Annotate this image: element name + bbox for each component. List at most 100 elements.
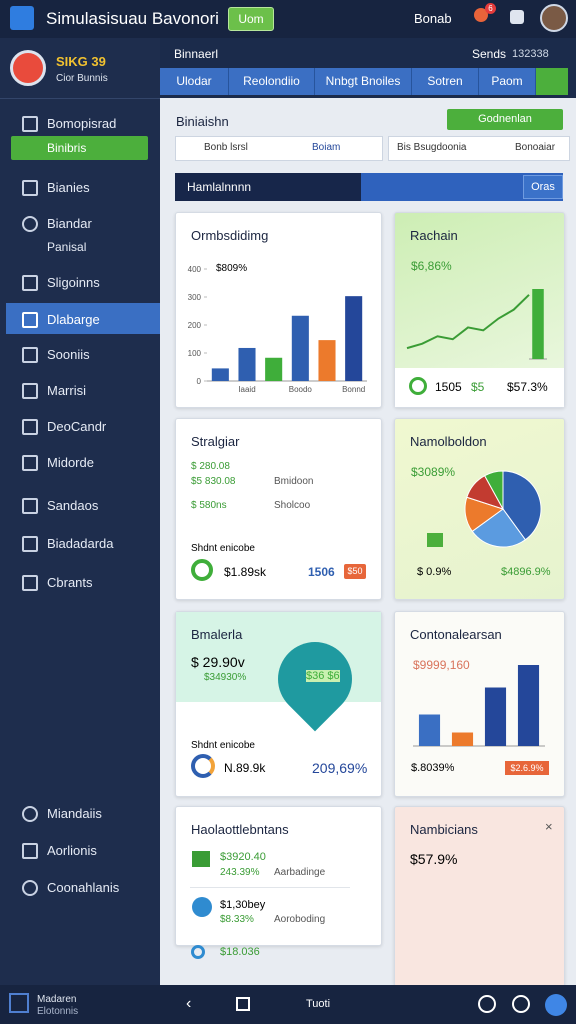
badge: $2.6.9% bbox=[505, 761, 549, 775]
topbar-title: Binnaerl bbox=[174, 47, 219, 61]
input-label: Bonb lsrsl bbox=[204, 142, 248, 153]
nav-item[interactable]: Sooniis bbox=[47, 347, 90, 362]
nav-item[interactable]: Midorde bbox=[47, 455, 94, 470]
bar-chart bbox=[413, 665, 545, 747]
card-title: Nambicians bbox=[410, 822, 478, 837]
avatar[interactable] bbox=[540, 4, 568, 32]
card-label: $6,86% bbox=[411, 259, 452, 273]
nav-item[interactable]: Biadadarda bbox=[47, 536, 114, 551]
card-label: $34930% bbox=[204, 672, 247, 683]
bar bbox=[211, 368, 229, 381]
user-name: Bonab bbox=[414, 11, 452, 26]
tab[interactable]: Nnbgt Bnoiles bbox=[315, 68, 412, 95]
row-name: Aarbadinge bbox=[274, 867, 326, 878]
divider bbox=[0, 98, 160, 99]
card-value: $1.89sk bbox=[224, 565, 267, 579]
row-name: Aoroboding bbox=[274, 914, 326, 925]
input-label: Bis Bsugdoonia bbox=[397, 142, 467, 153]
card: Rachain $6,86% 1505 $5 $57.3% bbox=[394, 212, 565, 408]
tab[interactable]: Reolondiio bbox=[229, 68, 315, 95]
x-tick-label: Bonnd bbox=[342, 385, 365, 394]
y-tick-label: 200 bbox=[188, 321, 202, 330]
card-subtitle: Shdnt enicobe bbox=[191, 740, 255, 751]
line-chart bbox=[406, 294, 530, 350]
footer-icon[interactable] bbox=[512, 995, 530, 1013]
list-item: Bmidoon bbox=[274, 476, 314, 487]
nav-subitem[interactable]: Panisal bbox=[47, 240, 87, 254]
ring-icon bbox=[409, 377, 427, 395]
input-value: Bonoaiar bbox=[515, 142, 556, 153]
card-title: Namolboldon bbox=[410, 434, 487, 449]
header: Simulasisuau Bavonori Uom Bonab 6 bbox=[0, 0, 576, 38]
tab[interactable]: Ulodar bbox=[160, 68, 229, 95]
nav-item[interactable]: Bomopisrad bbox=[47, 116, 117, 131]
card: Haolaottlebntans $3920.40 243.39% Aarbad… bbox=[175, 806, 382, 946]
footer-icon[interactable] bbox=[478, 995, 496, 1013]
nav-item[interactable]: Binibris bbox=[47, 141, 87, 155]
card-value: N.89.9k bbox=[224, 761, 266, 775]
row-value: $1,30bey bbox=[220, 899, 266, 911]
card-label: $57.9% bbox=[410, 851, 458, 867]
pie-slice bbox=[471, 508, 527, 548]
tab-dropdown[interactable] bbox=[536, 68, 568, 95]
stat: $5 bbox=[471, 380, 485, 394]
profile-name: SIKG 39 bbox=[56, 54, 106, 69]
pie-slice bbox=[484, 470, 504, 510]
section-button[interactable]: Godnenlan bbox=[447, 109, 563, 130]
footer-label[interactable]: Tuoti bbox=[306, 998, 331, 1010]
nav-icon bbox=[22, 575, 38, 591]
nav-icon bbox=[22, 347, 38, 363]
nav-active-green[interactable] bbox=[11, 136, 148, 160]
header-button[interactable]: Uom bbox=[228, 7, 274, 31]
footer-subtitle: Elotonnis bbox=[37, 1006, 79, 1017]
nav-item[interactable]: Coonahlanis bbox=[47, 880, 120, 895]
nav-item[interactable]: Sandaos bbox=[47, 498, 99, 513]
stat: $.8039% bbox=[411, 762, 455, 774]
banner: Hamlalnnnn Oras bbox=[175, 173, 563, 201]
nav-item[interactable]: DeoCandr bbox=[47, 419, 107, 434]
app-title: Simulasisuau Bavonori bbox=[46, 9, 219, 28]
nav-icon bbox=[22, 455, 38, 471]
card-label: $3089% bbox=[411, 465, 456, 479]
chat-button[interactable] bbox=[545, 994, 567, 1016]
nav-item[interactable]: Dlabarge bbox=[47, 312, 100, 327]
input-box[interactable]: Bonb lsrsl Boiam bbox=[175, 136, 383, 161]
nav-item[interactable]: Sligoinns bbox=[47, 275, 100, 290]
card-title: Rachain bbox=[410, 228, 458, 243]
nav-icon bbox=[22, 806, 38, 822]
nav-item[interactable]: Cbrants bbox=[47, 575, 93, 590]
nav-icon bbox=[22, 216, 38, 232]
card-subtitle: Shdnt enicobe bbox=[191, 543, 255, 554]
tab[interactable]: Sotren bbox=[412, 68, 479, 95]
list-item: $5 830.08 bbox=[191, 476, 236, 487]
stat: $57.3% bbox=[507, 380, 548, 394]
nav-item[interactable]: Bianies bbox=[47, 180, 90, 195]
notification-icon[interactable] bbox=[474, 8, 488, 22]
card: Stralgiar $ 280.08 $5 830.08 $ 580ns Bmi… bbox=[175, 418, 382, 600]
pie-chart bbox=[464, 470, 542, 548]
input-box[interactable]: Bis Bsugdoonia Bonoaiar bbox=[388, 136, 570, 161]
close-icon[interactable]: × bbox=[545, 819, 553, 834]
settings-icon[interactable] bbox=[510, 10, 524, 24]
bar bbox=[318, 340, 336, 381]
nav-item[interactable]: Biandar bbox=[47, 216, 92, 231]
nav-item[interactable]: Miandaiis bbox=[47, 806, 102, 821]
nav-active-blue[interactable] bbox=[6, 303, 160, 334]
card-title: Bmalerla bbox=[191, 627, 243, 642]
nav-icon bbox=[22, 536, 38, 552]
list-item: $ 280.08 bbox=[191, 461, 230, 472]
card-label: $ 29.90v bbox=[191, 654, 245, 670]
section-title: Biniaishn bbox=[176, 114, 229, 129]
nav-item[interactable]: Aorlionis bbox=[47, 843, 97, 858]
divider bbox=[190, 887, 350, 888]
bubble-label: $36 $6 bbox=[306, 670, 340, 682]
tab[interactable]: Paom bbox=[479, 68, 536, 95]
bar-chart bbox=[529, 289, 547, 360]
back-button[interactable]: ‹ bbox=[186, 995, 192, 1012]
nav-item[interactable]: Marrisi bbox=[47, 383, 86, 398]
row-icon bbox=[191, 945, 205, 959]
book-icon[interactable] bbox=[236, 997, 250, 1011]
banner-button[interactable]: Oras bbox=[523, 175, 563, 199]
card-footer: 1505 $5 $57.3% bbox=[395, 368, 564, 407]
